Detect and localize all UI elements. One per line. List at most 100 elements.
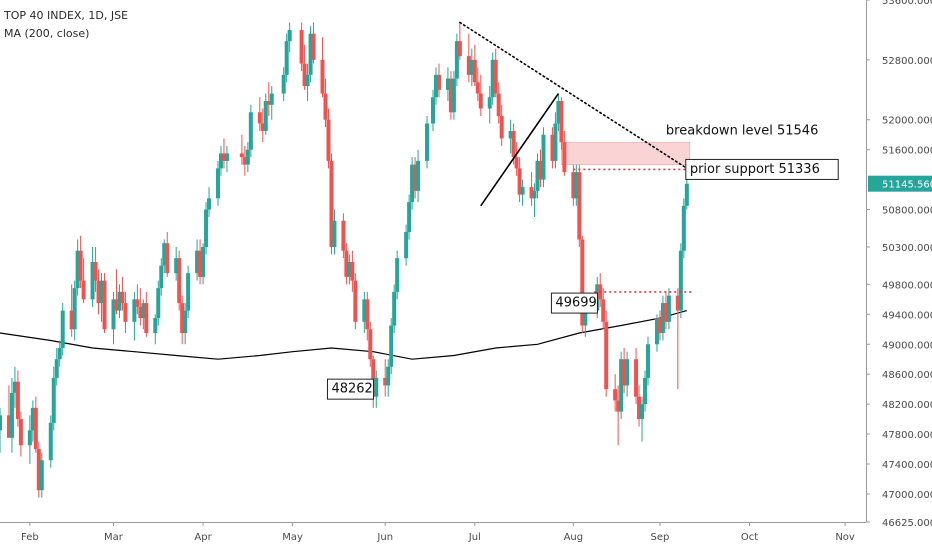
candle [469,48,474,87]
candle [111,291,116,345]
candle [499,104,504,146]
candle [260,108,265,143]
candle [625,351,630,397]
candle-body [51,377,56,423]
candle-body [559,101,564,143]
candle [678,243,683,319]
candle [138,288,143,326]
candle [15,370,20,427]
candle [6,385,11,438]
candle-body [365,299,370,330]
candle-body [663,303,668,322]
candle-body [371,359,376,397]
candle-body [514,157,519,169]
candle [207,187,212,218]
candle-body [493,59,498,94]
indicator-title: MA (200, close) [4,27,89,40]
candle [541,127,546,188]
candle [195,239,200,281]
candle [392,284,397,334]
candle-body [660,303,665,334]
candle [239,134,244,165]
candle [362,291,367,334]
candle [341,213,346,259]
candle-body [18,419,23,446]
candle [221,138,226,169]
candle-body [416,160,421,191]
candle-body [436,74,441,90]
candle-body [395,258,400,292]
descending-trendline [459,21,694,173]
candle [257,97,262,131]
annotation-box [550,292,598,314]
candle [416,149,421,203]
candle-body [499,116,504,139]
candle [114,269,119,315]
candle [466,33,471,83]
candle [284,33,289,83]
candle [580,235,585,334]
candle-body [198,250,203,277]
candle-body [508,130,513,139]
candle [75,239,80,296]
candle-body [529,187,534,199]
candle [326,108,331,169]
candle [27,415,32,464]
candle [186,265,191,319]
candle-body [69,310,74,330]
candle [54,348,59,386]
candle [69,284,74,337]
candle [30,400,35,442]
candle-body [478,93,483,109]
candle-body [120,291,125,304]
candle [535,153,540,199]
candle [634,348,639,405]
candle-body [553,123,558,161]
candle-body [153,318,158,334]
candle [654,314,659,352]
candle-body [221,153,226,161]
candle-body [517,168,522,195]
candle-body [574,172,579,199]
candle-body [487,97,492,109]
candle [162,239,167,274]
candle-body [39,460,44,491]
candle-body [678,250,683,311]
candle-body [33,407,38,450]
candle-body [407,202,412,232]
time-tick-label: May [282,532,303,543]
candle [562,130,567,176]
candle [60,303,65,356]
price-tick-label: 51600.0000 [882,146,932,157]
candle [329,153,334,255]
candle [102,273,107,334]
candle [550,127,555,169]
candle-body [260,123,265,131]
candle [180,295,185,345]
time-tick-label: Jun [376,532,393,543]
candle-body [362,299,367,322]
candle-body [9,392,14,438]
candle [643,370,648,412]
candle [646,336,651,386]
candle-body [78,250,83,281]
candle-body [532,190,537,199]
candle [529,172,534,206]
candle [174,246,179,281]
candle-body [433,74,438,98]
candle [675,288,680,390]
price-tick-label: 53600.0000 [882,0,932,7]
candle [201,243,206,285]
candle [451,71,456,120]
candle-body [368,329,373,360]
candle [404,224,409,266]
candle-body [457,41,462,57]
candle [51,366,56,431]
candle-body [577,172,582,240]
candle-body [681,205,686,251]
candle-body [410,164,415,203]
candle [141,299,146,330]
candle-body [571,172,576,199]
